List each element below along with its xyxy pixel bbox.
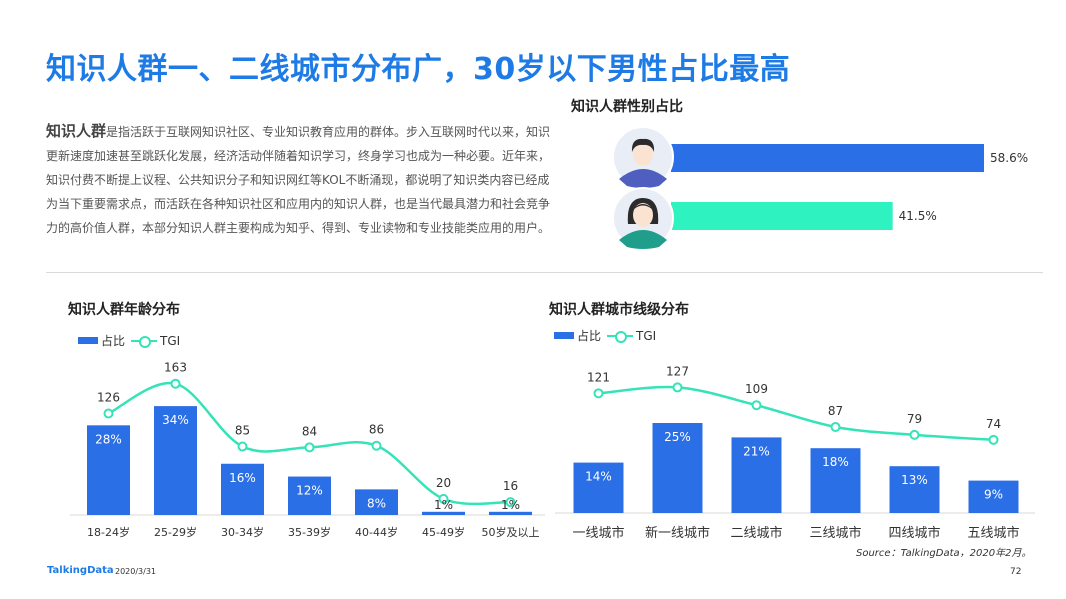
city-chart-tgi-label-0: 121 [587, 370, 610, 384]
age-chart-tick-label-4: 40-44岁 [355, 525, 398, 539]
intro-paragraph: 知识人群是指活跃于互联网知识社区、专业知识教育应用的群体。步入互联网时代以来，知… [46, 119, 551, 240]
city-chart-tick-label-3: 三线城市 [809, 525, 861, 541]
age-chart-tgi-point-1 [170, 378, 181, 389]
legend-line-label: TGI [160, 333, 181, 348]
age-chart-tick-label-6: 50岁及以上 [482, 525, 540, 539]
city-chart-tgi-point-5 [988, 434, 999, 445]
age-chart-bar-label-1: 34% [162, 413, 189, 427]
legend-line-swatch [607, 330, 634, 343]
city-chart-title: 知识人群城市线级分布 [549, 302, 689, 318]
city-chart-bar-label-4: 13% [901, 473, 928, 487]
age-chart-tgi-point-0 [103, 408, 114, 419]
age-chart-bar-4 [355, 489, 398, 515]
intro-body: 是指活跃于互联网知识社区、专业知识教育应用的群体。步入互联网时代以来，知识更新速… [46, 125, 551, 235]
gender-chart-title: 知识人群性别占比 [571, 99, 683, 115]
source-note: Source：TalkingData，2020年2月。 [856, 548, 1032, 559]
age-chart-tick-label-3: 35-39岁 [288, 525, 331, 539]
city-chart-legend: 占比 TGI [554, 327, 656, 344]
city-chart-tgi-label-2: 109 [745, 382, 768, 396]
age-chart-tgi-label-0: 126 [97, 391, 120, 405]
city-chart-bar-1 [652, 423, 703, 513]
city-chart-bar-label-5: 9% [984, 488, 1003, 502]
age-chart-tgi-point-3 [304, 442, 315, 453]
age-chart-tick-label-1: 25-29岁 [154, 525, 197, 539]
age-chart-tick-label-5: 45-49岁 [422, 525, 465, 539]
age-chart-tgi-label-5: 20 [436, 476, 451, 490]
city-chart-bar-0 [573, 462, 624, 513]
age-chart-bar-label-3: 12% [296, 484, 323, 498]
age-chart-bar-label-6: 1% [501, 498, 520, 512]
age-chart-bar-0 [87, 425, 130, 515]
section-divider [46, 272, 1043, 273]
city-chart-tgi-point-3 [830, 421, 841, 432]
female-avatar-icon-fringe [633, 204, 653, 210]
city-chart-bar-label-0: 14% [585, 470, 612, 484]
page-title: 知识人群一、二线城市分布广，30岁以下男性占比最高 [46, 52, 791, 87]
age-chart-bar-label-5: 1% [434, 498, 453, 512]
city-chart-bar-label-3: 18% [822, 455, 849, 469]
legend-bar-swatch [554, 332, 574, 339]
legend-line-label: TGI [636, 328, 657, 343]
city-chart-bar-label-1: 25% [664, 430, 691, 444]
city-chart-bar-5 [968, 480, 1019, 513]
age-chart-tick-label-0: 18-24岁 [87, 525, 130, 539]
age-chart-tgi-point-2 [237, 441, 248, 452]
male-avatar-icon-body [619, 169, 667, 188]
gender-bar-label-0: 58.6% [990, 151, 1028, 165]
city-chart-tick-label-5: 五线城市 [967, 525, 1019, 541]
age-chart-tgi-label-2: 85 [235, 424, 250, 438]
gender-bar-0 [671, 144, 984, 172]
city-chart-bar-2 [731, 437, 782, 513]
city-chart-bar-label-2: 21% [743, 444, 770, 458]
city-chart-tgi-point-4 [909, 429, 920, 440]
footer-date: 2020/3/31 [115, 567, 157, 576]
city-chart-tgi-point-2 [751, 400, 762, 411]
city-chart-bar-3 [810, 448, 861, 513]
city-chart-tick-label-4: 四线城市 [888, 525, 940, 541]
male-avatar-icon-face [633, 142, 653, 166]
age-chart-title: 知识人群年龄分布 [68, 302, 180, 318]
city-chart-tick-label-1: 新一线城市 [645, 525, 710, 541]
city-chart-tick-label-0: 一线城市 [572, 525, 624, 541]
city-chart-tick-label-2: 二线城市 [730, 525, 782, 541]
female-avatar-icon-body [619, 230, 667, 249]
talkingdata-logo: TalkingData [47, 565, 114, 576]
intro-lead: 知识人群 [46, 122, 107, 140]
city-chart-tgi-label-3: 87 [828, 404, 843, 418]
city-chart-tgi-label-1: 127 [666, 364, 689, 378]
gender-bar-label-1: 41.5% [899, 209, 937, 223]
age-chart-tgi-point-6 [505, 497, 516, 508]
age-chart-tgi-label-6: 16 [503, 479, 518, 493]
legend-bar-label: 占比 [101, 334, 126, 348]
age-chart-bar-3 [288, 476, 331, 515]
city-chart-tgi-label-4: 79 [907, 412, 922, 426]
age-chart-bar-label-4: 8% [367, 496, 386, 510]
legend-bar-swatch [78, 337, 98, 344]
age-chart-bar-1 [154, 406, 197, 515]
legend-line-swatch [131, 335, 158, 348]
legend-bar-label: 占比 [577, 329, 602, 343]
age-chart-tgi-label-4: 86 [369, 423, 384, 437]
female-avatar-icon-face [633, 203, 653, 227]
age-chart-tgi-label-1: 163 [164, 361, 187, 375]
city-chart-tgi-point-0 [593, 388, 604, 399]
age-chart-bar-label-0: 28% [95, 432, 122, 446]
gender-bar-1 [671, 202, 893, 230]
city-chart-tgi-label-5: 74 [986, 417, 1001, 431]
city-chart-tgi-point-1 [672, 382, 683, 393]
age-chart-tgi-point-4 [371, 440, 382, 451]
age-chart-tick-label-2: 30-34岁 [221, 525, 264, 539]
age-chart-tgi-point-5 [438, 493, 449, 504]
male-avatar-icon-hair [631, 138, 655, 152]
age-chart-bar-5 [422, 511, 465, 515]
age-chart-legend: 占比 TGI [78, 332, 180, 349]
age-chart-bar-2 [221, 463, 264, 515]
city-chart-bar-4 [889, 466, 940, 513]
age-chart-tgi-label-3: 84 [302, 424, 317, 438]
age-chart-bar-label-2: 16% [229, 471, 256, 485]
age-chart-bar-6 [489, 511, 532, 515]
page-number: 72 [1010, 567, 1022, 577]
